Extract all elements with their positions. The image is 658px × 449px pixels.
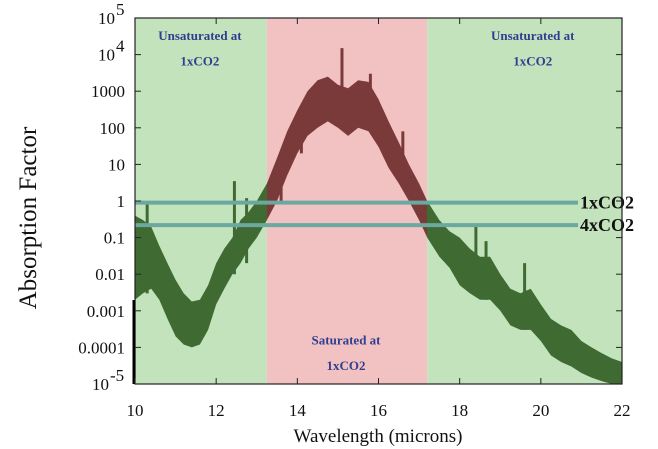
y-tick-exp-1: 4 [116, 37, 125, 56]
y-tick-label-8: 0.001 [87, 302, 125, 321]
y-tick-label-0: 10 [98, 9, 115, 28]
y-tick-exp-0: 5 [116, 0, 125, 19]
y-axis-title: Absorption Factor [15, 126, 42, 309]
y-tick-label-9: 0.0001 [78, 338, 125, 357]
x-tick-label-0: 10 [127, 401, 144, 420]
x-tick-label-5: 20 [532, 401, 549, 420]
x-tick-label-2: 14 [289, 401, 307, 420]
spectrum-band-0 [135, 183, 267, 348]
region-label-0-0: Unsaturated at [158, 28, 242, 43]
region-label-2-1: 1xCO2 [513, 54, 552, 69]
ref-label-1xCO2: 1xCO2 [580, 193, 634, 213]
x-axis-title: Wavelength (microns) [294, 426, 463, 447]
absorption-spectrum [135, 48, 622, 384]
y-tick-label-3: 100 [100, 119, 126, 138]
y-tick-label-5: 1 [117, 192, 126, 211]
region-label-2-0: Unsaturated at [491, 28, 575, 43]
region-label-0-1: 1xCO2 [180, 54, 219, 69]
region-labels: Unsaturated at 1xCO2 Saturated at 1xCO2 Unsa… [158, 28, 575, 373]
y-tick-exp-10: -5 [110, 366, 124, 385]
ref-label-4xCO2: 4xCO2 [580, 215, 634, 235]
y-tick-label-1: 10 [98, 46, 115, 65]
x-tick-label-6: 22 [614, 401, 631, 420]
y-tick-label-4: 10 [108, 155, 125, 174]
x-tick-label-3: 16 [370, 401, 387, 420]
x-tick-label-4: 18 [451, 401, 468, 420]
spectrum-band-1 [267, 76, 427, 238]
region-label-1-1: 1xCO2 [327, 358, 366, 373]
region-label-1-0: Saturated at [312, 333, 382, 348]
y-tick-label-6: 0.1 [104, 229, 125, 248]
y-tick-label-7: 0.01 [95, 265, 125, 284]
y-tick-label-2: 1000 [91, 82, 125, 101]
x-tick-label-1: 12 [208, 401, 225, 420]
y-tick-label-10: 10 [92, 375, 109, 394]
